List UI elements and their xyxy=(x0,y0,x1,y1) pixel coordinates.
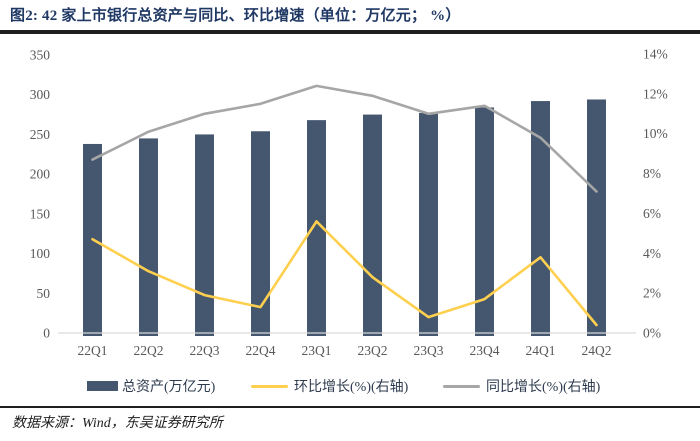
x-axis-category-label: 22Q2 xyxy=(134,343,164,358)
right-axis-tick: 14% xyxy=(643,47,668,62)
left-axis-tick: 250 xyxy=(30,127,51,142)
legend-item-qoq: 环比增长(%)(右轴) xyxy=(251,376,408,396)
line-swatch-qoq-icon xyxy=(251,384,288,388)
right-axis-tick: 4% xyxy=(643,246,661,261)
left-axis-tick: 150 xyxy=(30,206,51,221)
bar-22Q3 xyxy=(195,134,214,336)
bar-23Q1 xyxy=(307,120,326,336)
left-axis-tick: 50 xyxy=(37,286,51,301)
right-axis-tick: 12% xyxy=(643,86,668,101)
bar-swatch-icon xyxy=(87,381,118,391)
bar-24Q2 xyxy=(587,99,606,336)
bar-23Q3 xyxy=(419,112,438,337)
x-axis-category-label: 23Q3 xyxy=(414,343,444,358)
left-axis-tick: 100 xyxy=(30,246,51,261)
x-axis-category-label: 24Q1 xyxy=(526,343,556,358)
x-axis-category-label: 23Q2 xyxy=(358,343,388,358)
bar-24Q1 xyxy=(531,101,550,336)
source-divider xyxy=(0,406,700,408)
x-axis-category-label: 22Q4 xyxy=(246,343,276,358)
legend-label-yoy: 同比增长(%)(右轴) xyxy=(486,380,601,395)
x-axis-category-label: 23Q4 xyxy=(470,343,500,358)
right-axis-tick: 10% xyxy=(643,126,668,141)
bar-23Q2 xyxy=(363,114,382,336)
left-axis-tick: 300 xyxy=(30,87,51,102)
bar-22Q4 xyxy=(251,131,270,336)
x-axis-category-label: 23Q1 xyxy=(302,343,332,358)
figure-title: 图2: 42 家上市银行总资产与同比、环比增速（单位：万亿元； %） xyxy=(10,8,461,24)
chart-area: 0 50 100 150 200 250 300 350 0% 2% 4% 6% 8% 10% 12% 14%… xyxy=(0,40,700,365)
title-divider xyxy=(0,30,700,34)
legend-item-total-assets: 总资产(万亿元) xyxy=(87,376,215,396)
qoq-growth-line xyxy=(91,220,598,327)
left-axis-tick: 350 xyxy=(30,48,51,63)
legend-item-yoy: 同比增长(%)(右轴) xyxy=(443,376,600,396)
legend-label-qoq: 环比增长(%)(右轴) xyxy=(294,380,409,395)
data-source-note: 数据来源：Wind，东吴证券研究所 xyxy=(12,416,223,431)
right-axis-tick: 2% xyxy=(643,286,661,301)
right-axis-tick: 8% xyxy=(643,166,661,181)
right-axis-tick: 6% xyxy=(643,206,661,221)
right-axis-tick: 0% xyxy=(643,326,661,341)
line-swatch-yoy-icon xyxy=(443,384,480,388)
left-axis-tick: 0 xyxy=(43,326,50,341)
left-axis-tick: 200 xyxy=(30,167,51,182)
x-axis-category-label: 22Q3 xyxy=(190,343,220,358)
bar-22Q2 xyxy=(139,138,158,336)
yoy-growth-line xyxy=(91,84,598,193)
x-axis-category-label: 24Q2 xyxy=(582,343,612,358)
chart-canvas: 0 50 100 150 200 250 300 350 0% 2% 4% 6% 8% 10% 12% 14%… xyxy=(30,47,668,359)
bar-23Q4 xyxy=(475,107,494,337)
chart-legend: 总资产(万亿元) 环比增长(%)(右轴) 同比增长(%)(右轴) xyxy=(0,376,700,396)
x-axis-category-label: 22Q1 xyxy=(78,343,108,358)
legend-label-total-assets: 总资产(万亿元) xyxy=(122,380,216,395)
